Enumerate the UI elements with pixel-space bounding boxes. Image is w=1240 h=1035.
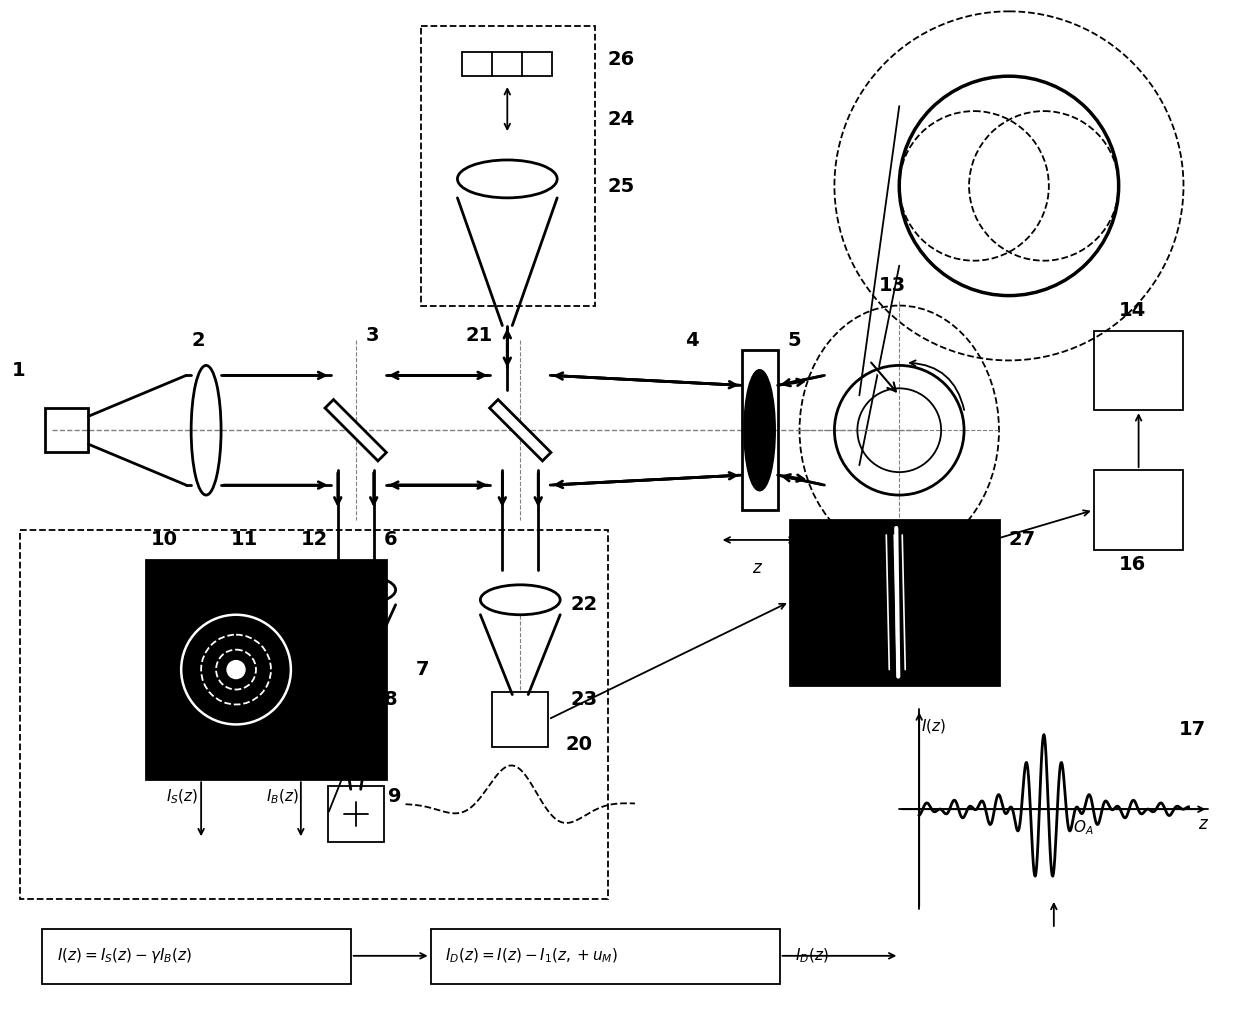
Text: 10: 10: [151, 531, 179, 550]
Text: 20: 20: [565, 735, 593, 753]
Bar: [1094, 330, 1183, 410]
Text: 25: 25: [608, 177, 635, 197]
Bar: [492, 691, 548, 747]
Text: 24: 24: [608, 110, 635, 128]
Text: $I_B(z)$: $I_B(z)$: [265, 788, 299, 806]
Ellipse shape: [745, 371, 775, 491]
Text: 26: 26: [608, 50, 635, 68]
Bar: [790, 520, 999, 684]
Text: 17: 17: [1178, 720, 1205, 739]
Polygon shape: [325, 400, 387, 461]
Bar: [45, 408, 88, 452]
Text: 23: 23: [570, 690, 598, 709]
Text: 2: 2: [191, 331, 205, 350]
Text: 8: 8: [383, 690, 397, 709]
Text: z: z: [751, 559, 760, 576]
Text: 13: 13: [879, 276, 906, 295]
Text: 12: 12: [301, 531, 329, 550]
Text: $I(z)=I_S(z)-\gamma I_B(z)$: $I(z)=I_S(z)-\gamma I_B(z)$: [57, 946, 192, 966]
Text: 15: 15: [810, 581, 837, 599]
Text: $I(z)$: $I(z)$: [921, 717, 946, 736]
Text: 4: 4: [684, 331, 698, 350]
Text: 3: 3: [366, 326, 379, 345]
Text: 21: 21: [465, 326, 492, 345]
Bar: [20, 530, 608, 899]
Bar: [146, 560, 386, 779]
Text: 16: 16: [1118, 556, 1146, 574]
Text: $O_A$: $O_A$: [1074, 818, 1094, 836]
Bar: [1094, 470, 1183, 550]
Bar: [42, 928, 351, 983]
Bar: [327, 787, 383, 842]
Polygon shape: [490, 400, 551, 461]
Bar: [839, 525, 959, 574]
Bar: [463, 52, 552, 77]
Text: 22: 22: [570, 595, 598, 614]
Text: $I_S(z)$: $I_S(z)$: [166, 788, 198, 806]
Text: 14: 14: [1118, 301, 1146, 320]
Text: 11: 11: [231, 531, 258, 550]
Text: $I_D(z)$: $I_D(z)$: [795, 947, 828, 965]
Text: 5: 5: [787, 331, 801, 350]
Bar: [742, 351, 777, 510]
Text: 1: 1: [11, 361, 25, 380]
Text: 9: 9: [388, 787, 401, 806]
Bar: [430, 928, 780, 983]
Text: 7: 7: [415, 660, 429, 679]
Text: $z$: $z$: [1198, 816, 1209, 833]
Text: 6: 6: [383, 531, 397, 550]
Text: $I_D(z)=I(z)-I_1(z,+u_M)$: $I_D(z)=I(z)-I_1(z,+u_M)$: [445, 947, 619, 965]
Circle shape: [227, 660, 246, 679]
Bar: [420, 26, 595, 305]
Text: 27: 27: [1009, 531, 1037, 550]
